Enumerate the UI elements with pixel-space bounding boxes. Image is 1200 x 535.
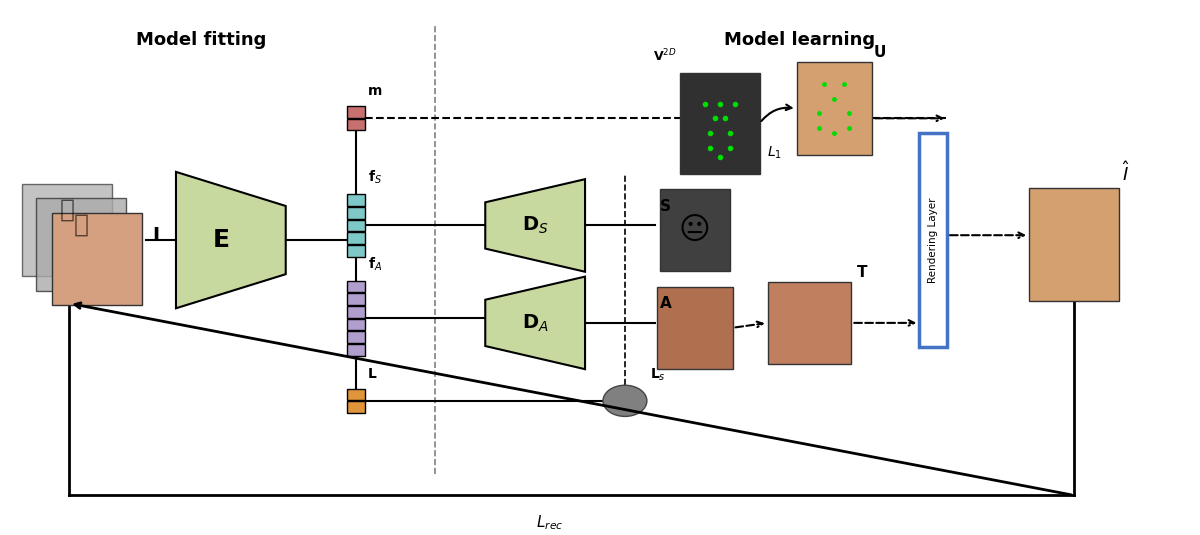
Text: U: U bbox=[874, 45, 886, 60]
Text: D$_S$: D$_S$ bbox=[522, 215, 548, 236]
Text: L$_s$: L$_s$ bbox=[650, 367, 666, 383]
Bar bbox=[347, 194, 365, 206]
Text: $\hat{I}$: $\hat{I}$ bbox=[1122, 161, 1129, 185]
Text: f$_A$: f$_A$ bbox=[367, 255, 382, 273]
Bar bbox=[347, 318, 365, 330]
Bar bbox=[919, 133, 947, 347]
FancyBboxPatch shape bbox=[680, 73, 760, 174]
Text: E: E bbox=[212, 228, 229, 252]
FancyBboxPatch shape bbox=[797, 62, 872, 155]
Bar bbox=[347, 106, 365, 118]
FancyBboxPatch shape bbox=[1030, 188, 1118, 301]
Text: Rendering Layer: Rendering Layer bbox=[929, 197, 938, 283]
FancyBboxPatch shape bbox=[53, 213, 142, 305]
FancyBboxPatch shape bbox=[660, 189, 730, 271]
Text: Model fitting: Model fitting bbox=[136, 32, 266, 49]
Text: V$^{2D}$: V$^{2D}$ bbox=[653, 48, 677, 65]
Ellipse shape bbox=[602, 385, 647, 416]
Text: L: L bbox=[367, 367, 377, 381]
Bar bbox=[347, 388, 365, 400]
Bar bbox=[347, 344, 365, 356]
Text: 👤: 👤 bbox=[60, 198, 74, 222]
Bar bbox=[347, 306, 365, 318]
FancyBboxPatch shape bbox=[23, 184, 112, 276]
Text: L$_{rec}$: L$_{rec}$ bbox=[536, 513, 564, 532]
Text: T: T bbox=[857, 265, 866, 280]
FancyBboxPatch shape bbox=[36, 198, 126, 291]
Polygon shape bbox=[485, 277, 586, 369]
Text: A: A bbox=[660, 296, 672, 311]
Text: I: I bbox=[152, 226, 160, 244]
Bar bbox=[347, 293, 365, 305]
Bar bbox=[347, 119, 365, 131]
Text: S: S bbox=[660, 199, 671, 214]
Text: 😐: 😐 bbox=[679, 216, 710, 245]
Bar bbox=[347, 331, 365, 343]
Text: L$_1$: L$_1$ bbox=[767, 144, 782, 160]
Bar bbox=[347, 245, 365, 257]
Text: Model learning: Model learning bbox=[724, 32, 875, 49]
Polygon shape bbox=[485, 179, 586, 272]
Text: m: m bbox=[367, 85, 382, 98]
Bar bbox=[347, 207, 365, 219]
Bar bbox=[347, 401, 365, 413]
FancyBboxPatch shape bbox=[768, 282, 852, 364]
Bar bbox=[347, 220, 365, 231]
Bar bbox=[347, 232, 365, 244]
Bar bbox=[347, 280, 365, 292]
FancyBboxPatch shape bbox=[656, 287, 733, 369]
Text: 👤: 👤 bbox=[73, 212, 89, 236]
Text: D$_A$: D$_A$ bbox=[522, 312, 548, 333]
Polygon shape bbox=[176, 172, 286, 308]
Text: f$_S$: f$_S$ bbox=[367, 169, 382, 187]
